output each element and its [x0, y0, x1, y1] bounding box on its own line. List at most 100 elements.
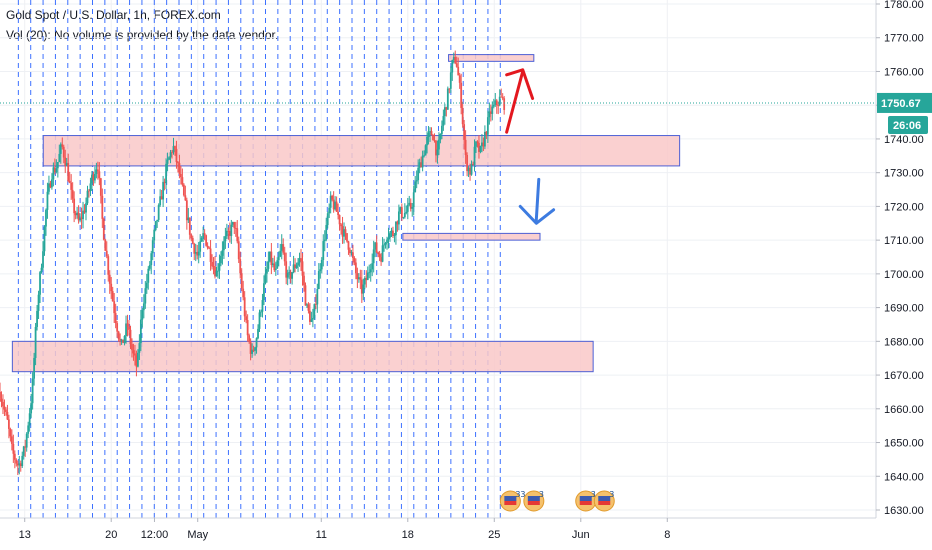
candle-body — [286, 272, 289, 278]
candle-body — [500, 96, 503, 98]
candle-body — [105, 250, 108, 257]
candle-body — [356, 273, 359, 280]
candle-body — [246, 320, 249, 336]
candle-body — [368, 272, 371, 274]
candle-body — [86, 190, 89, 204]
candle-body — [175, 148, 178, 163]
candle-body — [292, 264, 295, 273]
price-axis — [876, 0, 932, 550]
candle-body — [263, 283, 265, 301]
candle-body — [30, 403, 33, 414]
candle-body — [340, 224, 342, 227]
candle-body — [369, 269, 372, 273]
candle-body — [289, 272, 292, 279]
zone-level-1712 — [402, 232, 541, 241]
candle-body — [196, 252, 199, 256]
candle-body — [461, 107, 464, 125]
candle-body — [96, 169, 99, 172]
candle-body — [282, 244, 285, 253]
candle-body — [6, 411, 9, 420]
time-tick-label: 11 — [316, 529, 327, 541]
candle-body — [283, 252, 286, 262]
candle-body — [479, 145, 482, 152]
time-tick-label: 20 — [105, 529, 117, 541]
price-tick-label: 1720.00 — [884, 201, 924, 213]
event-count-label: 33 — [515, 490, 525, 499]
candle-body — [43, 226, 46, 252]
candle-body — [365, 277, 368, 281]
candle-body — [375, 242, 378, 253]
candle-body — [234, 228, 237, 229]
candle-body — [132, 350, 135, 354]
down-arrow-head-icon — [518, 204, 556, 225]
event-flag-stripe — [579, 501, 592, 505]
candle-body — [197, 251, 200, 256]
time-tick-label: 25 — [488, 529, 500, 541]
candle-body — [102, 218, 105, 240]
candle-body — [432, 135, 434, 141]
candle-body — [338, 215, 341, 225]
candle-body — [363, 277, 366, 285]
candle-body — [277, 256, 280, 261]
candle-body — [251, 349, 253, 354]
candle-body — [314, 304, 317, 305]
candle-body — [154, 220, 157, 230]
candle-body — [37, 294, 40, 311]
candle-body — [389, 232, 391, 238]
candle-body — [48, 183, 50, 192]
candle-body — [276, 260, 279, 269]
candle-body — [343, 229, 345, 237]
time-tick-label: May — [187, 529, 208, 541]
candle-body — [65, 163, 68, 166]
candle-body — [22, 446, 25, 456]
candle-body — [400, 207, 403, 218]
candle-body — [248, 335, 251, 342]
candle-body — [503, 98, 506, 110]
candle-body — [7, 419, 10, 429]
candle-body — [153, 229, 156, 241]
candle-body — [488, 111, 491, 118]
candle-body — [228, 231, 231, 236]
candle-body — [472, 164, 474, 165]
candle-body — [335, 201, 338, 212]
candle-body — [202, 233, 205, 238]
candle-body — [457, 66, 460, 76]
candle-body — [13, 453, 16, 460]
candle-body — [119, 339, 122, 341]
candle-body — [451, 60, 454, 73]
candle-body — [311, 318, 314, 320]
candle-body — [392, 230, 394, 236]
candle-body — [0, 398, 3, 402]
time-tick-label: Jun — [572, 529, 590, 541]
candle-body — [372, 249, 375, 264]
candle-body — [354, 262, 357, 274]
candle-body — [203, 233, 206, 236]
candle-body — [53, 167, 56, 173]
zone-support-1680 — [11, 340, 594, 373]
candle-body — [452, 57, 455, 61]
candle-body — [174, 146, 176, 149]
candle-body — [62, 146, 65, 158]
candle-body — [236, 228, 239, 242]
candle-body — [27, 425, 30, 434]
candle-body — [341, 226, 344, 237]
candle-body — [163, 181, 166, 184]
candle-body — [473, 146, 476, 165]
candle-body — [498, 96, 501, 106]
candle-body — [467, 167, 470, 172]
candle-body — [378, 254, 381, 258]
candle-body — [45, 209, 47, 227]
candle-body — [421, 155, 424, 168]
candle-body — [445, 107, 448, 110]
candle-body — [301, 261, 304, 276]
time-axis — [0, 518, 876, 550]
price-tick-label: 1780.00 — [884, 0, 924, 11]
candle-body — [215, 270, 218, 277]
candle-body — [397, 211, 400, 225]
candle-body — [399, 207, 402, 212]
candle-body — [426, 136, 428, 146]
candle-body — [151, 240, 154, 254]
last-price-tag — [877, 92, 932, 113]
candle-body — [424, 145, 427, 156]
